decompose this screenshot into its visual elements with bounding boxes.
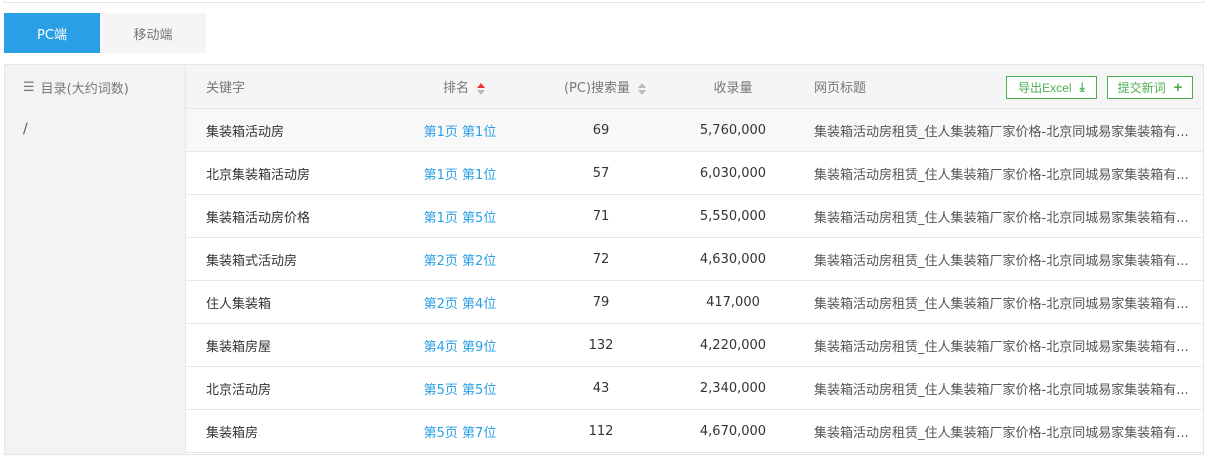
table-row: 集装箱房 第5页 第7位 112 4,670,000 集装箱活动房租赁_住人集装箱厂家价… (186, 410, 1203, 453)
page-title-cell: 集装箱活动房租赁_住人集装箱厂家价格-北京同城易家集装箱有... (814, 124, 1189, 140)
table-row: 集装箱活动房 第1页 第1位 69 5,760,000 集装箱活动房租赁_住人集装箱厂家… (186, 109, 1203, 152)
search-volume-cell: 43 (592, 380, 610, 396)
index-count-cell: 4,220,000 (699, 337, 767, 353)
top-panel (4, 0, 1204, 3)
col-rank[interactable]: 排名 (386, 77, 534, 96)
rank-link[interactable]: 第2页 第2位 (423, 253, 497, 269)
search-volume-cell: 69 (592, 122, 610, 138)
index-count-cell: 5,760,000 (699, 122, 767, 138)
page-title-cell: 集装箱活动房租赁_住人集装箱厂家价格-北京同城易家集装箱有... (814, 425, 1189, 441)
rank-link[interactable]: 第5页 第5位 (423, 382, 497, 398)
col-search[interactable]: (PC)搜索量 (534, 77, 668, 96)
directory-sidebar: ☰ 目录(大约词数) / (5, 65, 186, 454)
index-count-cell: 6,030,000 (699, 165, 767, 181)
keyword-table: 关键字 排名 (PC)搜索量 收录量 网页标题 导出Excel ⤓ 提交新词 + 集… (186, 65, 1203, 454)
tab-pc[interactable]: PC端 (4, 13, 100, 53)
search-volume-cell: 112 (588, 423, 614, 439)
page-title-cell: 集装箱活动房租赁_住人集装箱厂家价格-北京同城易家集装箱有... (814, 253, 1189, 269)
page-title-cell: 集装箱活动房租赁_住人集装箱厂家价格-北京同城易家集装箱有... (814, 167, 1189, 183)
table-row: 北京活动房 第5页 第5位 43 2,340,000 集装箱活动房租赁_住人集装箱厂家价… (186, 367, 1203, 410)
tab-mobile[interactable]: 移动端 (100, 13, 206, 53)
directory-title: 目录(大约词数) (40, 81, 129, 97)
keyword-cell: 北京集装箱活动房 (206, 167, 311, 183)
rank-link[interactable]: 第1页 第5位 (423, 210, 497, 226)
search-volume-cell: 57 (592, 165, 610, 181)
rank-link[interactable]: 第2页 第4位 (423, 296, 497, 312)
table-row: 住人集装箱 第2页 第4位 79 417,000 集装箱活动房租赁_住人集装箱厂家价格-… (186, 281, 1203, 324)
keyword-cell: 集装箱房 (206, 425, 259, 441)
col-rank-label: 排名 (442, 81, 469, 96)
col-keyword: 关键字 (206, 81, 246, 96)
export-label: 导出Excel (1018, 81, 1072, 95)
keyword-panel: ☰ 目录(大约词数) / 关键字 排名 (PC)搜索量 收录量 网页标题 导出E… (4, 64, 1204, 455)
plus-icon: + (1173, 79, 1183, 96)
keyword-cell: 集装箱式活动房 (206, 253, 298, 269)
col-search-label: (PC)搜索量 (563, 81, 631, 96)
search-volume-cell: 79 (592, 294, 610, 310)
page-title-cell: 集装箱活动房租赁_住人集装箱厂家价格-北京同城易家集装箱有... (814, 210, 1189, 226)
keyword-cell: 集装箱房屋 (206, 339, 272, 355)
table-row: 集装箱房屋 第4页 第9位 132 4,220,000 集装箱活动房租赁_住人集装箱厂家… (186, 324, 1203, 367)
rank-link[interactable]: 第1页 第1位 (423, 167, 497, 183)
index-count-cell: 5,550,000 (699, 208, 767, 224)
download-icon: ⤓ (1079, 80, 1085, 94)
keyword-cell: 北京活动房 (206, 382, 272, 398)
search-volume-cell: 71 (592, 208, 610, 224)
submit-label: 提交新词 (1117, 81, 1166, 95)
list-icon: ☰ (23, 79, 35, 95)
search-volume-cell: 72 (592, 251, 610, 267)
directory-header: ☰ 目录(大约词数) (5, 65, 185, 109)
keyword-cell: 住人集装箱 (206, 296, 272, 312)
table-row: 北京集装箱活动房 第1页 第1位 57 6,030,000 集装箱活动房租赁_住人集装箱… (186, 152, 1203, 195)
index-count-cell: 4,670,000 (699, 423, 767, 439)
device-tabs: PC端 移动端 (4, 13, 206, 53)
submit-keyword-button[interactable]: 提交新词 + (1107, 76, 1193, 99)
table-row: 集装箱式活动房 第2页 第2位 72 4,630,000 集装箱活动房租赁_住人集装箱厂… (186, 238, 1203, 281)
rank-link[interactable]: 第4页 第9位 (423, 339, 497, 355)
page-title-cell: 集装箱活动房租赁_住人集装箱厂家价格-北京同城易家集装箱有... (814, 382, 1189, 398)
rank-link[interactable]: 第1页 第1位 (423, 124, 497, 140)
keyword-cell: 集装箱活动房 (206, 124, 285, 140)
index-count-cell: 4,630,000 (699, 251, 767, 267)
directory-item[interactable]: / (23, 121, 28, 137)
index-count-cell: 2,340,000 (699, 380, 767, 396)
rank-link[interactable]: 第5页 第7位 (423, 425, 497, 441)
page-title-cell: 集装箱活动房租赁_住人集装箱厂家价格-北京同城易家集装箱有... (814, 296, 1189, 312)
keyword-cell: 集装箱活动房价格 (206, 210, 311, 226)
page-title-cell: 集装箱活动房租赁_住人集装箱厂家价格-北京同城易家集装箱有... (814, 339, 1189, 355)
col-index: 收录量 (713, 81, 753, 96)
export-excel-button[interactable]: 导出Excel ⤓ (1006, 76, 1097, 99)
search-volume-cell: 132 (588, 337, 614, 353)
index-count-cell: 417,000 (706, 294, 760, 310)
table-row: 集装箱活动房价格 第1页 第5位 71 5,550,000 集装箱活动房租赁_住人集装箱… (186, 195, 1203, 238)
